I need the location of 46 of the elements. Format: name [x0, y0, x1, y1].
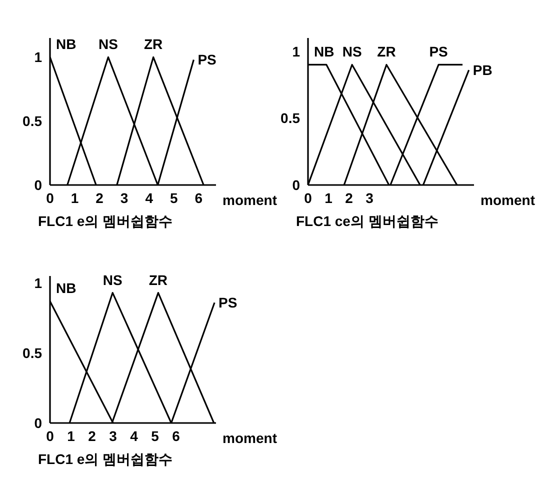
x-tick-label: 0	[46, 190, 54, 206]
series-label: PS	[429, 44, 448, 60]
x-tick-label: 1	[70, 190, 79, 206]
y-tick-label: 0.5	[22, 344, 42, 361]
y-tick-label: 0.5	[22, 113, 42, 130]
text: FLC1 e의 멤버쉽함수	[38, 451, 174, 469]
x-tick-label: 2	[88, 428, 96, 444]
y-tick-label: 0	[34, 414, 42, 431]
series-label: ZR	[144, 36, 163, 52]
series-label: ZR	[148, 272, 168, 288]
x-tick-label: 4	[130, 428, 138, 444]
series-label: NB	[56, 280, 76, 296]
y-tick-label: 0	[292, 176, 300, 193]
series-label: PS	[218, 294, 238, 311]
x-axis-title: moment	[222, 430, 278, 446]
series-label: PS	[198, 52, 216, 68]
x-tick-label: 0	[304, 190, 312, 206]
y-tick-label: 0	[34, 176, 42, 193]
series-label: PB	[472, 62, 492, 78]
y-tick-label: 1	[34, 274, 42, 291]
x-axis-title: moment	[480, 192, 536, 208]
series-label: ZR	[377, 44, 396, 60]
x-tick-label: 5	[170, 190, 178, 206]
y-tick-label: 1	[292, 43, 300, 60]
x-tick-label: 1	[324, 190, 333, 206]
text: FLC1 e의 멤버쉽함수	[38, 213, 174, 231]
series-label: NB	[56, 36, 76, 52]
series-label: NS	[342, 44, 362, 60]
x-axis-title: moment	[222, 192, 278, 208]
x-tick-label: 4	[145, 190, 154, 206]
x-tick-label: 2	[96, 190, 104, 206]
y-tick-label: 0.5	[280, 110, 300, 126]
x-tick-label: 6	[194, 190, 203, 206]
x-tick-label: 2	[345, 190, 354, 206]
series-label: NS	[98, 36, 118, 52]
series-label: NS	[102, 272, 122, 288]
x-tick-label: 6	[172, 428, 180, 444]
x-tick-label: 3	[109, 428, 118, 444]
x-tick-label: 3	[366, 190, 374, 206]
series-label: NB	[314, 44, 334, 60]
x-tick-label: 3	[120, 190, 128, 206]
x-tick-label: 1	[67, 428, 76, 444]
y-tick-label: 1	[34, 49, 42, 66]
x-tick-label: 0	[46, 428, 54, 444]
x-tick-label: 5	[151, 428, 160, 444]
text: FLC1 ce의 멤버쉽함수	[296, 213, 440, 231]
